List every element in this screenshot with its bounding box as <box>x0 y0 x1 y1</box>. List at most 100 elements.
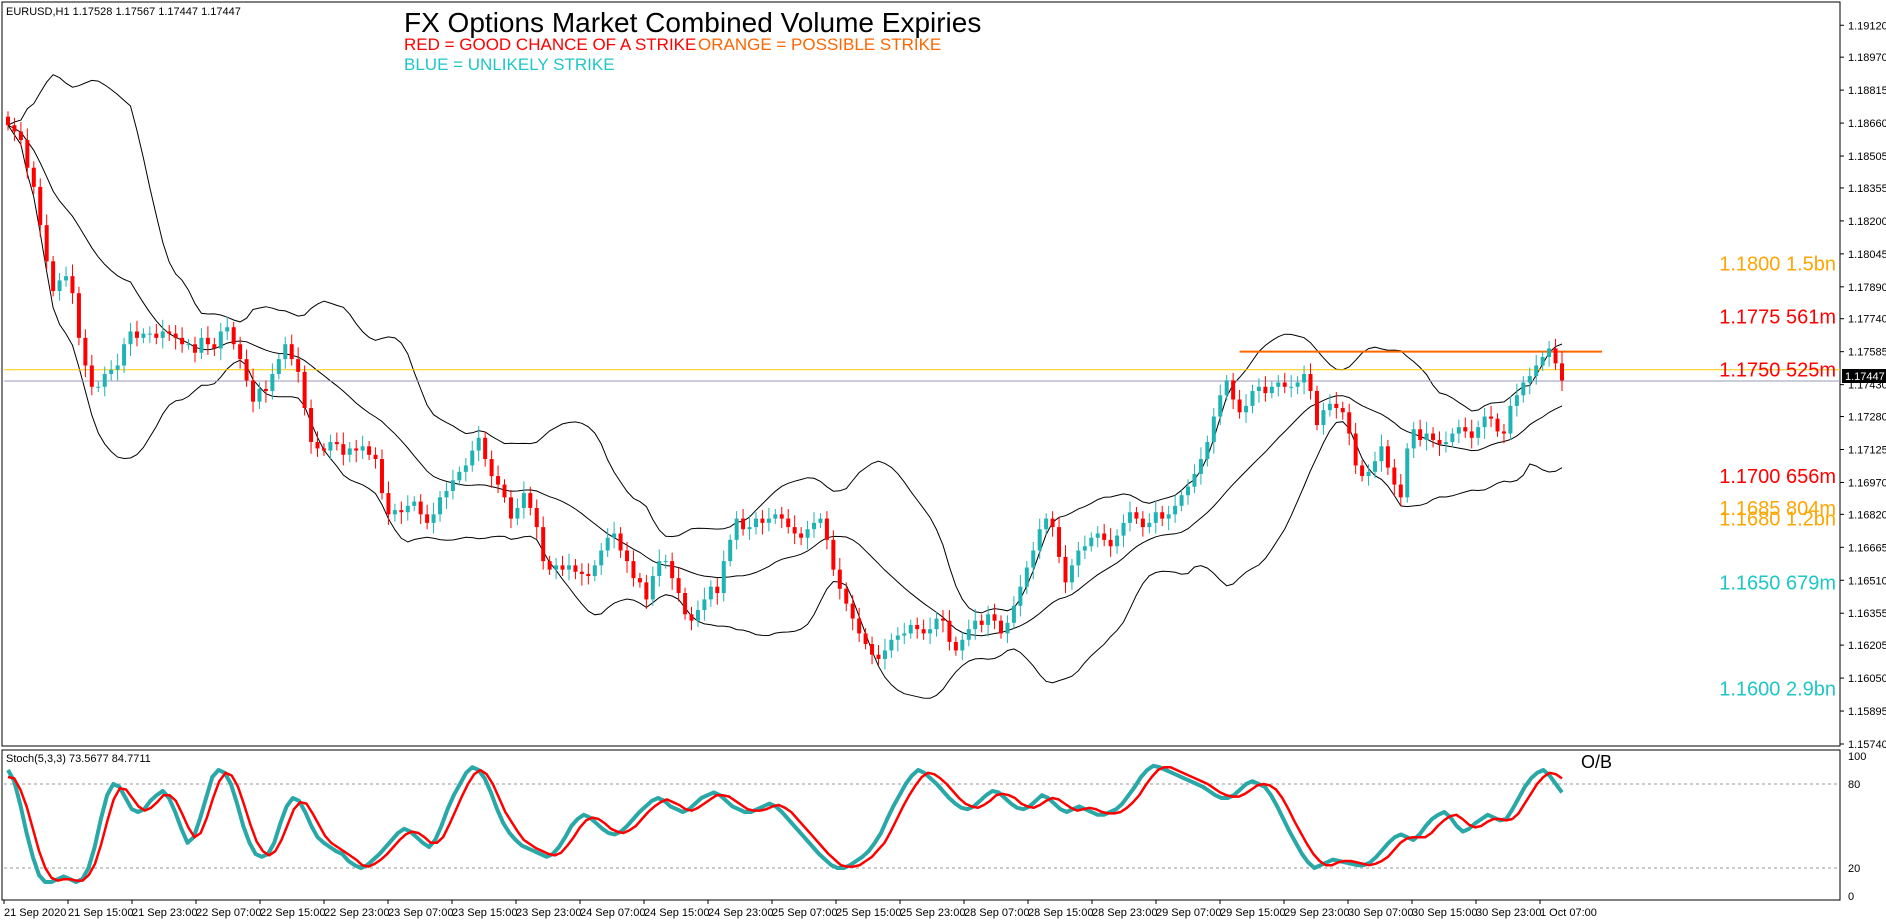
candle <box>309 399 314 454</box>
candle <box>683 587 688 620</box>
candle <box>463 457 468 482</box>
candle <box>450 469 455 500</box>
candle <box>76 286 81 346</box>
candle <box>586 563 591 585</box>
candle <box>102 366 107 397</box>
candle <box>115 353 120 381</box>
candle <box>379 449 384 500</box>
candle <box>1102 523 1107 547</box>
candle <box>1514 383 1519 417</box>
candle <box>792 515 797 545</box>
candle <box>1057 517 1062 564</box>
candle <box>1327 394 1332 417</box>
candle <box>192 336 197 363</box>
candle <box>999 615 1004 639</box>
candle <box>605 528 610 557</box>
price-tick-label: 1.17890 <box>1848 282 1886 294</box>
candle <box>979 614 984 633</box>
main-chart-frame <box>1 1 1841 747</box>
time-tick-label: 29 Sep 23:00 <box>1284 907 1349 919</box>
candle <box>1553 338 1558 370</box>
time-tick-label: 24 Sep 07:00 <box>580 907 645 919</box>
candle <box>1456 419 1461 444</box>
candle <box>1063 545 1068 594</box>
candle <box>431 502 436 534</box>
candle <box>199 328 204 360</box>
candle <box>566 553 571 581</box>
candle <box>251 368 256 413</box>
candle <box>599 543 604 575</box>
price-axis: 1.19120 1.18970 1.18815 1.18660 1.18505 1.183… <box>1840 20 1886 751</box>
strike-annotation: 1.1750 525m <box>1719 360 1836 382</box>
candle <box>186 338 191 350</box>
candle <box>373 447 378 469</box>
candle <box>1282 372 1287 394</box>
time-tick-label: 21 Sep 2020 <box>4 907 66 919</box>
candle <box>6 111 10 131</box>
symbol-info: EURUSD,H1 1.17528 1.17567 1.17447 1.1744… <box>6 6 241 18</box>
candle <box>128 322 133 356</box>
candle <box>1205 435 1210 467</box>
candle <box>1231 372 1236 410</box>
candle <box>438 490 443 522</box>
candle <box>708 580 713 607</box>
candle <box>953 636 958 656</box>
stoch-d-line <box>7 765 1563 882</box>
candle <box>1082 535 1087 559</box>
candle <box>244 349 249 387</box>
strike-annotation: 1.1800 1.5bn <box>1719 253 1836 275</box>
strike-annotation: 1.1685 804m <box>1719 498 1836 520</box>
candle <box>1392 459 1397 497</box>
price-tick-label: 1.17740 <box>1848 314 1886 326</box>
candle <box>863 628 868 650</box>
candle <box>1443 431 1448 453</box>
stoch-info: Stoch(5,3,3) 73.5677 84.7711 <box>6 753 151 765</box>
strike-annotation: 1.1600 2.9bn <box>1719 679 1836 701</box>
candle <box>1334 392 1339 419</box>
candle <box>1044 513 1049 535</box>
price-tick-label: 1.15740 <box>1848 739 1886 751</box>
strike-annotation: 1.1775 561m <box>1719 307 1836 329</box>
candle <box>470 440 475 472</box>
candle <box>676 567 681 602</box>
candle <box>399 501 404 524</box>
candle <box>392 503 397 522</box>
price-tick-label: 1.16050 <box>1848 673 1886 685</box>
time-tick-label: 25 Sep 15:00 <box>836 907 901 919</box>
candle <box>180 327 185 353</box>
time-tick-label: 23 Sep 23:00 <box>516 907 581 919</box>
strike-annotations: 1.1800 1.5bn 1.1775 561m 1.1750 525m 1.1700… <box>1719 253 1836 700</box>
candle <box>960 632 965 661</box>
candle <box>973 608 978 640</box>
candle <box>689 606 694 631</box>
candle <box>141 328 146 344</box>
candle <box>560 555 565 577</box>
candle <box>1224 375 1229 401</box>
stoch-tick-label: 100 <box>1848 751 1866 763</box>
candle <box>876 645 881 666</box>
time-tick-label: 24 Sep 23:00 <box>708 907 773 919</box>
candle <box>928 617 933 645</box>
candle <box>205 326 210 355</box>
ob-label: O/B <box>1581 752 1612 772</box>
candle <box>882 638 887 670</box>
bollinger-middle <box>7 124 1563 637</box>
candle <box>760 510 765 535</box>
candle <box>360 435 365 460</box>
candle <box>618 527 623 558</box>
candle <box>541 516 546 570</box>
candle <box>650 566 655 606</box>
current-price-label: 1.17447 <box>1845 371 1885 383</box>
candle <box>657 549 662 587</box>
bollinger-bands <box>7 74 1563 699</box>
candle <box>70 264 75 304</box>
candle <box>1347 403 1352 446</box>
candle <box>1127 501 1132 532</box>
candle <box>779 506 784 529</box>
candle <box>631 550 636 587</box>
candle <box>579 563 584 586</box>
candle <box>644 574 649 609</box>
candle <box>341 432 346 466</box>
candle <box>508 489 513 529</box>
candle <box>612 521 617 549</box>
